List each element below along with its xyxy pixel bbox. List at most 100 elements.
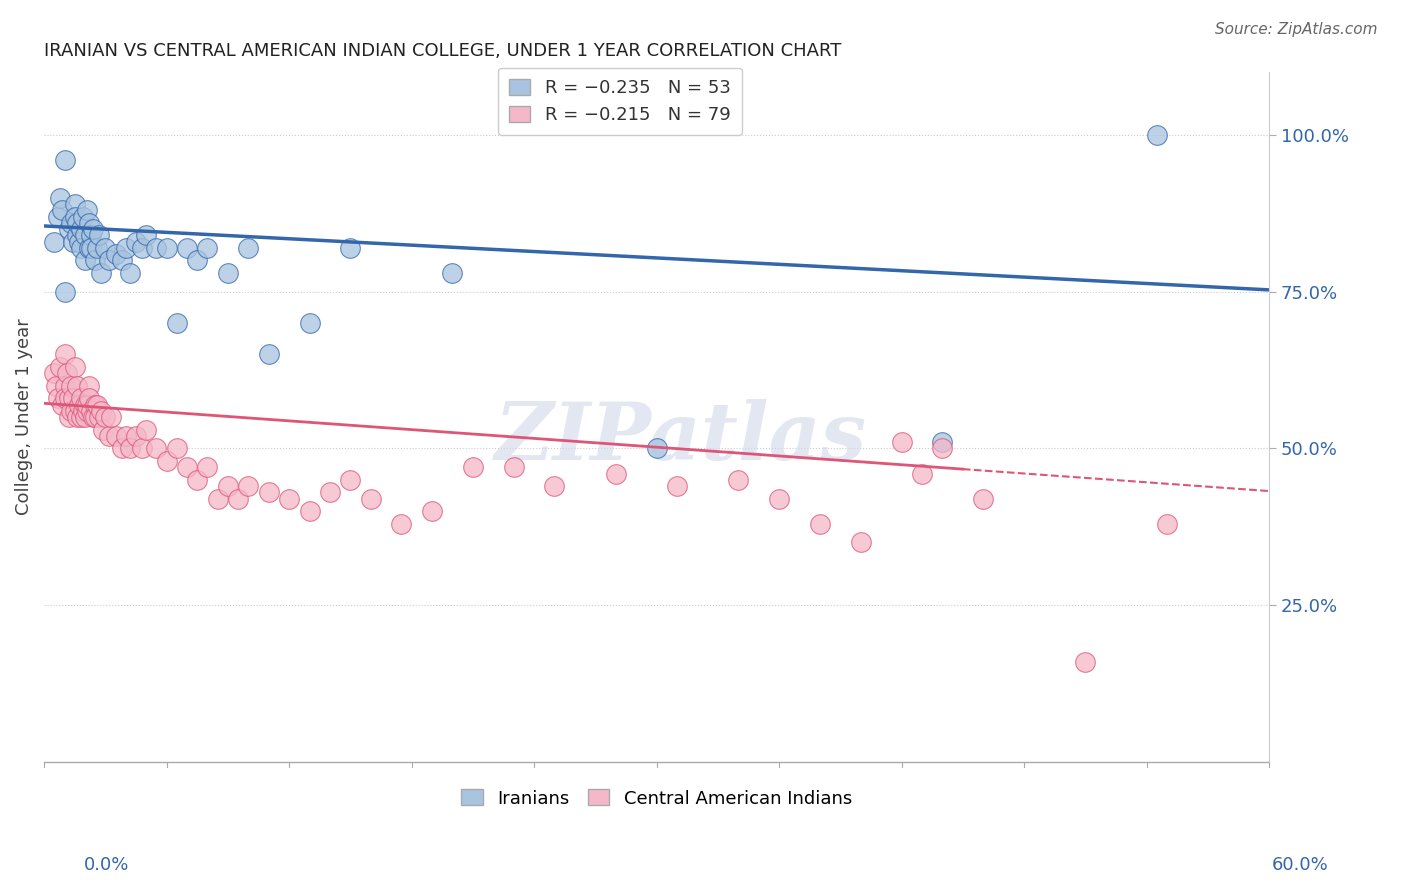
Text: ZIPatlas: ZIPatlas: [495, 399, 868, 476]
Point: [48, 392, 70, 406]
Point: [319, 485, 342, 500]
Point: [808, 516, 831, 531]
Point: [114, 241, 136, 255]
Point: [849, 535, 872, 549]
Point: [155, 241, 177, 255]
Point: [100, 410, 122, 425]
Text: 0.0%: 0.0%: [84, 856, 129, 874]
Point: [84, 398, 107, 412]
Point: [145, 241, 167, 255]
Point: [186, 253, 208, 268]
Point: [49, 191, 72, 205]
Point: [53, 392, 76, 406]
Point: [73, 398, 96, 412]
Point: [217, 266, 239, 280]
Point: [76, 203, 98, 218]
Point: [98, 429, 121, 443]
Point: [166, 316, 188, 330]
Point: [82, 410, 104, 425]
Point: [131, 241, 153, 255]
Point: [176, 460, 198, 475]
Point: [53, 153, 76, 168]
Point: [86, 398, 108, 412]
Point: [238, 479, 260, 493]
Point: [48, 210, 70, 224]
Point: [53, 347, 76, 361]
Point: [461, 460, 484, 475]
Point: [70, 410, 93, 425]
Point: [768, 491, 790, 506]
Point: [94, 410, 117, 425]
Point: [727, 473, 749, 487]
Point: [55, 366, 77, 380]
Point: [70, 241, 93, 255]
Point: [176, 241, 198, 255]
Point: [197, 241, 219, 255]
Point: [77, 241, 100, 255]
Point: [931, 435, 953, 450]
Point: [441, 266, 464, 280]
Point: [226, 491, 249, 506]
Point: [77, 216, 100, 230]
Point: [59, 216, 82, 230]
Point: [339, 473, 361, 487]
Point: [63, 359, 86, 374]
Point: [186, 473, 208, 487]
Point: [66, 410, 89, 425]
Point: [63, 404, 86, 418]
Point: [543, 479, 565, 493]
Point: [70, 222, 93, 236]
Point: [89, 228, 111, 243]
Point: [72, 404, 94, 418]
Point: [58, 222, 80, 236]
Point: [70, 392, 93, 406]
Point: [51, 203, 73, 218]
Point: [972, 491, 994, 506]
Point: [53, 378, 76, 392]
Point: [51, 398, 73, 412]
Point: [890, 435, 912, 450]
Point: [645, 442, 668, 456]
Point: [58, 392, 80, 406]
Point: [73, 228, 96, 243]
Point: [94, 241, 117, 255]
Point: [207, 491, 229, 506]
Text: 60.0%: 60.0%: [1272, 856, 1329, 874]
Point: [238, 241, 260, 255]
Point: [118, 266, 141, 280]
Point: [931, 442, 953, 456]
Point: [98, 253, 121, 268]
Point: [1156, 516, 1178, 531]
Point: [217, 479, 239, 493]
Point: [62, 392, 84, 406]
Point: [84, 410, 107, 425]
Text: Source: ZipAtlas.com: Source: ZipAtlas.com: [1215, 22, 1378, 37]
Legend: Iranians, Central American Indians: Iranians, Central American Indians: [454, 782, 859, 814]
Point: [155, 454, 177, 468]
Point: [91, 423, 114, 437]
Point: [49, 359, 72, 374]
Point: [66, 228, 89, 243]
Point: [58, 410, 80, 425]
Point: [86, 241, 108, 255]
Point: [360, 491, 382, 506]
Point: [62, 235, 84, 249]
Point: [89, 410, 111, 425]
Point: [131, 442, 153, 456]
Point: [59, 404, 82, 418]
Point: [114, 429, 136, 443]
Point: [665, 479, 688, 493]
Point: [44, 366, 66, 380]
Point: [53, 285, 76, 299]
Point: [82, 222, 104, 236]
Point: [257, 485, 280, 500]
Point: [135, 423, 157, 437]
Point: [197, 460, 219, 475]
Text: IRANIAN VS CENTRAL AMERICAN INDIAN COLLEGE, UNDER 1 YEAR CORRELATION CHART: IRANIAN VS CENTRAL AMERICAN INDIAN COLLE…: [44, 42, 841, 60]
Point: [298, 504, 321, 518]
Point: [59, 378, 82, 392]
Point: [166, 442, 188, 456]
Point: [77, 378, 100, 392]
Point: [76, 404, 98, 418]
Point: [90, 404, 112, 418]
